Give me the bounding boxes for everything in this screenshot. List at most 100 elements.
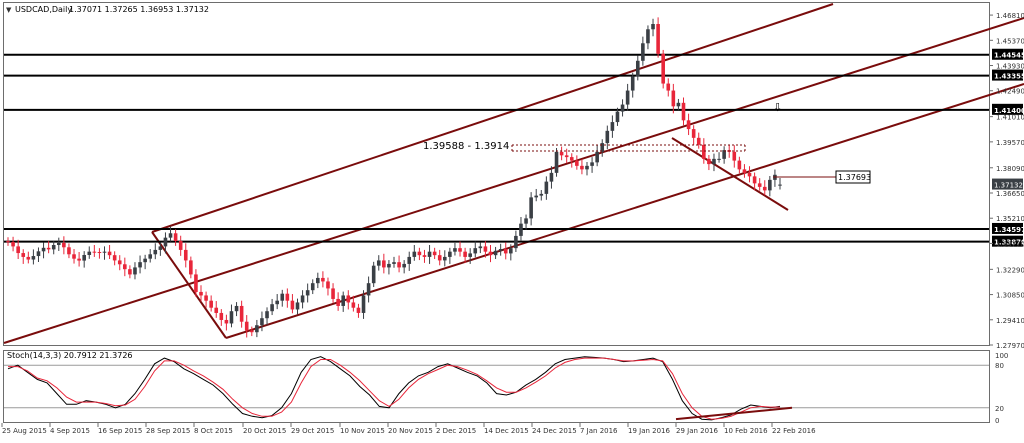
candle-bear[interactable]	[92, 251, 97, 253]
candle-bull[interactable]	[625, 90, 630, 105]
candle-bull[interactable]	[402, 263, 406, 268]
candle-bear[interactable]	[77, 258, 81, 261]
candle-bear[interactable]	[656, 24, 660, 54]
candle-bear[interactable]	[6, 241, 10, 243]
candle-bear[interactable]	[183, 249, 188, 261]
candle-bull[interactable]	[56, 242, 61, 246]
candle-bull[interactable]	[635, 60, 640, 77]
candle-bear[interactable]	[26, 256, 31, 260]
candle-bull[interactable]	[615, 111, 620, 123]
candle-bear[interactable]	[62, 242, 66, 248]
candle-bear[interactable]	[661, 53, 665, 84]
candle-bull[interactable]	[712, 158, 716, 165]
candle-bear[interactable]	[422, 255, 427, 257]
candle-bear[interactable]	[199, 291, 203, 296]
candle-bull[interactable]	[600, 143, 605, 152]
candle-bull[interactable]	[478, 246, 483, 249]
candle-bull[interactable]	[138, 262, 142, 268]
candle-bear[interactable]	[580, 165, 584, 170]
candle-bull[interactable]	[41, 247, 46, 252]
candle-bull[interactable]	[51, 245, 56, 250]
candle-bear[interactable]	[249, 330, 254, 333]
candle-bear[interactable]	[194, 274, 198, 292]
candle-bull[interactable]	[153, 249, 158, 255]
candle-bear[interactable]	[46, 247, 51, 250]
candle-bear[interactable]	[432, 251, 437, 256]
candle-bull[interactable]	[778, 184, 782, 186]
candle-bear[interactable]	[696, 137, 701, 145]
trend-line-decline[interactable]	[671, 137, 789, 211]
candle-bear[interactable]	[737, 160, 742, 170]
candle-bear[interactable]	[107, 251, 112, 256]
candle-bull[interactable]	[676, 102, 681, 107]
candle-bear[interactable]	[732, 151, 737, 161]
candle-bull[interactable]	[524, 218, 528, 224]
candle-bear[interactable]	[503, 249, 508, 254]
candle-bull[interactable]	[143, 258, 147, 263]
candle-bull[interactable]	[595, 151, 599, 163]
price-panel[interactable]	[3, 2, 990, 346]
candle-bull[interactable]	[407, 256, 412, 264]
candle-bull[interactable]	[255, 325, 259, 333]
candle-bear[interactable]	[285, 293, 290, 301]
candle-bear[interactable]	[666, 83, 671, 91]
candle-bull[interactable]	[544, 181, 549, 194]
stoch-panel[interactable]	[3, 350, 990, 423]
candle-bear[interactable]	[331, 288, 335, 299]
candle-bull[interactable]	[280, 293, 285, 301]
candle-bull[interactable]	[392, 262, 396, 264]
candle-bear[interactable]	[747, 172, 752, 177]
candle-bull[interactable]	[82, 254, 86, 261]
candle-bull[interactable]	[275, 300, 279, 305]
candle-bull[interactable]	[412, 251, 417, 257]
candle-bull[interactable]	[534, 195, 539, 198]
candle-bull[interactable]	[427, 251, 432, 257]
stoch-main-line[interactable]	[7, 356, 781, 421]
candle-bear[interactable]	[117, 260, 122, 265]
candle-bear[interactable]	[173, 233, 178, 241]
price-marker-box[interactable]	[835, 170, 871, 184]
candle-bull[interactable]	[590, 162, 594, 166]
candle-bear[interactable]	[483, 246, 488, 252]
candle-bear[interactable]	[72, 254, 76, 259]
candle-bull[interactable]	[371, 265, 376, 284]
candle-bear[interactable]	[569, 157, 574, 161]
candle-bull[interactable]	[229, 311, 234, 324]
candle-bull[interactable]	[554, 151, 559, 173]
stoch-signal-line[interactable]	[8, 357, 780, 420]
candle-bear[interactable]	[356, 307, 361, 313]
candle-bear[interactable]	[11, 242, 15, 247]
candle-bear[interactable]	[351, 302, 356, 308]
candle-bull[interactable]	[361, 295, 366, 313]
channel-middle-line[interactable]	[3, 17, 1024, 344]
candle-bear[interactable]	[326, 281, 330, 289]
candle-bull[interactable]	[630, 76, 635, 91]
stoch-divergence-line[interactable]	[675, 406, 793, 421]
candle-bull[interactable]	[387, 263, 391, 268]
candle-bull[interactable]	[366, 283, 371, 296]
candle-bull[interactable]	[605, 130, 610, 144]
candle-bull[interactable]	[305, 290, 310, 296]
candle-bull[interactable]	[768, 179, 772, 191]
candle-bear[interactable]	[458, 248, 462, 252]
candle-bear[interactable]	[463, 251, 467, 257]
candle-bear[interactable]	[321, 277, 325, 282]
candle-bull[interactable]	[102, 251, 107, 253]
candle-bear[interactable]	[417, 251, 422, 256]
candle-bear[interactable]	[224, 319, 229, 324]
candle-bear[interactable]	[437, 255, 442, 261]
candle-bull[interactable]	[87, 251, 92, 255]
candle-bull[interactable]	[722, 150, 726, 159]
trend-line-drop[interactable]	[151, 231, 227, 339]
candle-bear[interactable]	[112, 255, 117, 261]
candle-bull[interactable]	[163, 237, 168, 247]
candle-bull[interactable]	[453, 248, 457, 252]
candle-bull[interactable]	[646, 29, 650, 44]
candle-bull[interactable]	[620, 104, 625, 112]
candle-bear[interactable]	[21, 253, 26, 257]
candle-bear[interactable]	[16, 246, 20, 254]
candle-bear[interactable]	[691, 129, 696, 138]
candle-bull[interactable]	[31, 256, 36, 260]
candle-bear[interactable]	[671, 90, 676, 107]
